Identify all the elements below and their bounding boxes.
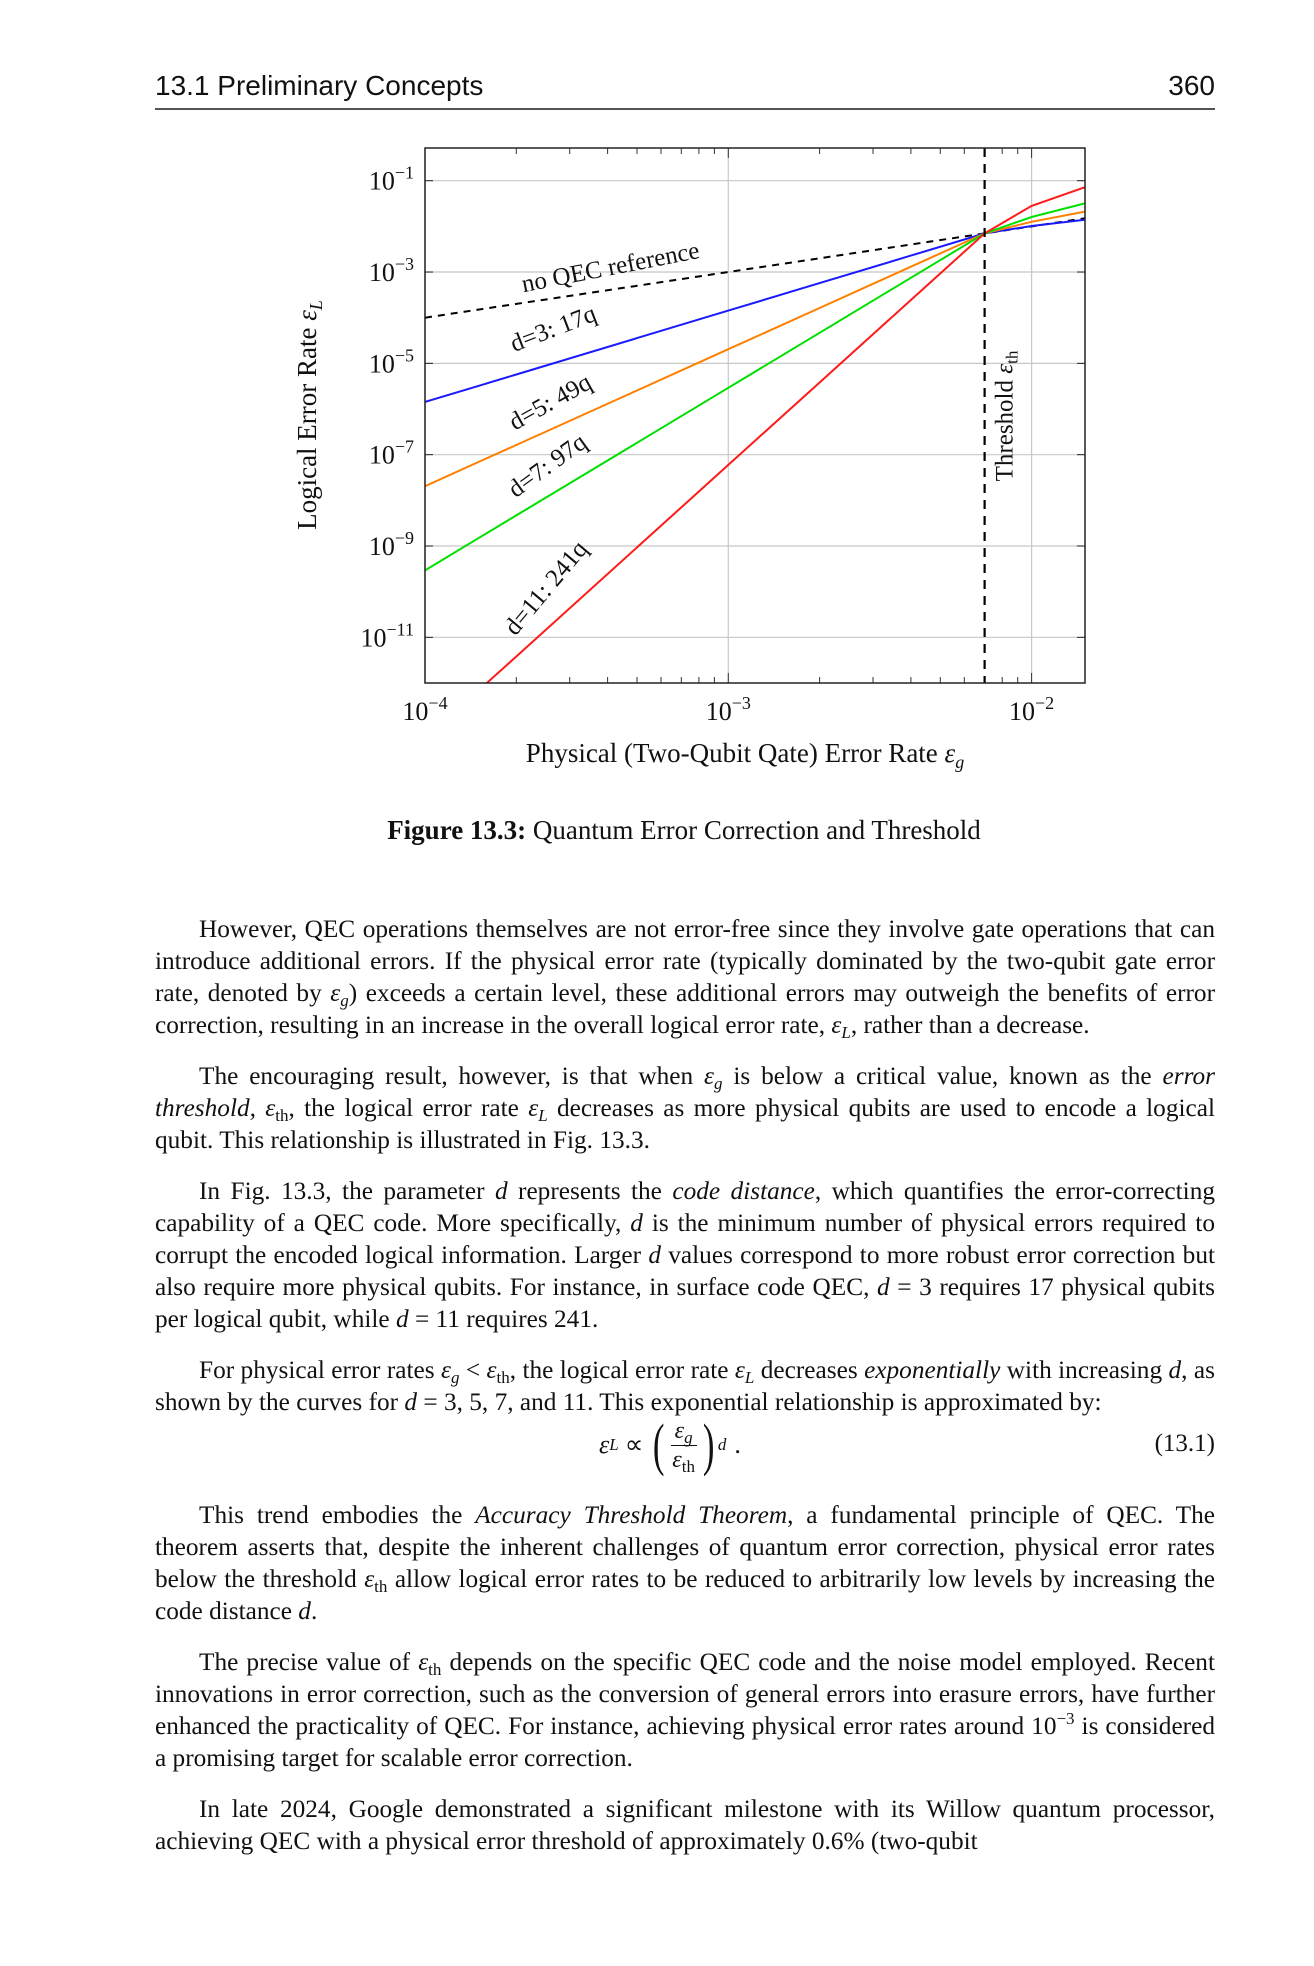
y-axis-label: Logical Error Rate εL bbox=[292, 300, 326, 530]
curve-label: d=7: 97q bbox=[503, 428, 592, 503]
y-tick-label: 10−1 bbox=[369, 163, 414, 196]
page-number: 360 bbox=[1168, 70, 1215, 101]
curve-label: d=5: 49q bbox=[505, 369, 597, 436]
figure-caption: Figure 13.3: Quantum Error Correction an… bbox=[0, 815, 1314, 846]
y-tick-label: 10−11 bbox=[361, 619, 414, 652]
paragraph: In late 2024, Google demonstrated a sign… bbox=[155, 1795, 1215, 1855]
paragraph: For physical error rates εg < εth, the l… bbox=[155, 1356, 1215, 1416]
y-tick-label: 10−5 bbox=[369, 345, 414, 378]
x-tick-label: 10−4 bbox=[402, 693, 447, 726]
figure-label: Figure 13.3: bbox=[387, 815, 527, 845]
y-tick-label: 10−9 bbox=[369, 528, 414, 561]
body-text: However, QEC operations themselves are n… bbox=[155, 913, 1215, 1876]
curve-label: d=11: 241q bbox=[499, 536, 593, 641]
paragraph: The precise value of εth depends on the … bbox=[155, 1648, 1215, 1772]
series-line-d-11-241q bbox=[485, 186, 1085, 683]
y-tick-label: 10−3 bbox=[369, 254, 414, 287]
x-axis-label: Physical (Two-Qubit Qate) Error Rate εg bbox=[526, 738, 964, 772]
series-line-d-7-97q bbox=[425, 202, 1085, 572]
paragraph: However, QEC operations themselves are n… bbox=[155, 915, 1215, 1042]
figure-title: Quantum Error Correction and Threshold bbox=[532, 815, 981, 845]
series-line-d-3-17q bbox=[425, 218, 1085, 403]
x-tick-label: 10−2 bbox=[1009, 693, 1054, 726]
y-tick-label: 10−7 bbox=[369, 437, 414, 470]
paragraph: The encouraging result, however, is that… bbox=[155, 1062, 1215, 1154]
error-threshold-chart: 10−1 10−3 10−5 10−7 10−9 10−11 10−4 10−3 10−2 Phy… bbox=[292, 147, 1086, 772]
x-tick-label: 10−3 bbox=[706, 693, 751, 726]
series-line-d-5-49q bbox=[425, 210, 1085, 488]
paragraph: In Fig. 13.3, the parameter d represents… bbox=[155, 1177, 1216, 1333]
equation-number: (13.1) bbox=[1154, 1430, 1215, 1457]
running-header: 13.1 Preliminary Concepts 360 bbox=[155, 70, 1215, 110]
curve-label: d=3: 17q bbox=[507, 300, 601, 358]
paragraph: This trend embodies the Accuracy Thresho… bbox=[155, 1501, 1215, 1625]
section-title: 13.1 Preliminary Concepts bbox=[155, 70, 484, 101]
threshold-label: Threshold εth bbox=[992, 350, 1022, 481]
plot-frame bbox=[424, 147, 1086, 684]
